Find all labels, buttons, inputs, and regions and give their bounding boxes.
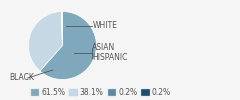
- Wedge shape: [40, 12, 96, 80]
- Text: HISPANIC: HISPANIC: [92, 54, 128, 62]
- Text: BLACK: BLACK: [10, 74, 35, 82]
- Text: ASIAN: ASIAN: [92, 44, 116, 52]
- Wedge shape: [28, 12, 62, 71]
- Legend: 61.5%, 38.1%, 0.2%, 0.2%: 61.5%, 38.1%, 0.2%, 0.2%: [28, 85, 174, 100]
- Wedge shape: [61, 12, 62, 46]
- Text: WHITE: WHITE: [92, 22, 117, 30]
